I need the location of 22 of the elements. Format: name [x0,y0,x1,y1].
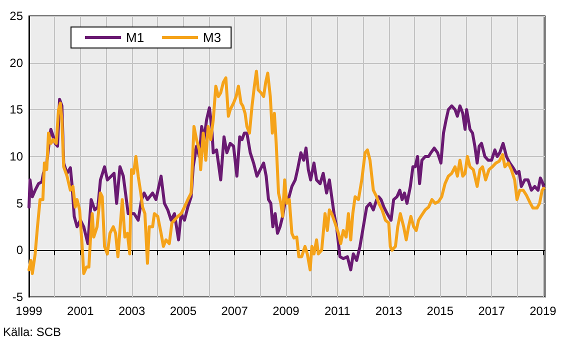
x-tick-label: 2019 [530,304,557,318]
x-tick-label: 2011 [324,304,351,318]
x-tick-label: 2017 [478,304,506,318]
legend-label: M1 [126,30,144,45]
y-tick-label: 0 [16,243,24,258]
x-tick-label: 2007 [221,304,248,318]
x-tick-label: 2015 [426,304,454,318]
x-tick-label: 2005 [170,304,197,318]
y-tick-label: 25 [10,9,24,23]
text: Källa: SCB [3,325,62,339]
y-tick-label: 5 [16,196,24,210]
x-tick-label: 2009 [272,304,300,318]
legend-label: M3 [203,30,222,45]
x-tick-label: 2013 [375,304,402,318]
line-series [28,70,546,276]
y-tick-label: 15 [10,102,24,117]
y-tick-label: 20 [10,56,24,70]
x-tick-label: 2001 [67,304,94,318]
x-tick-label: 2003 [118,304,146,318]
y-tick-label: 10 [10,150,24,164]
x-tick-label: 1999 [16,304,43,318]
y-tick-label: -5 [12,290,24,304]
